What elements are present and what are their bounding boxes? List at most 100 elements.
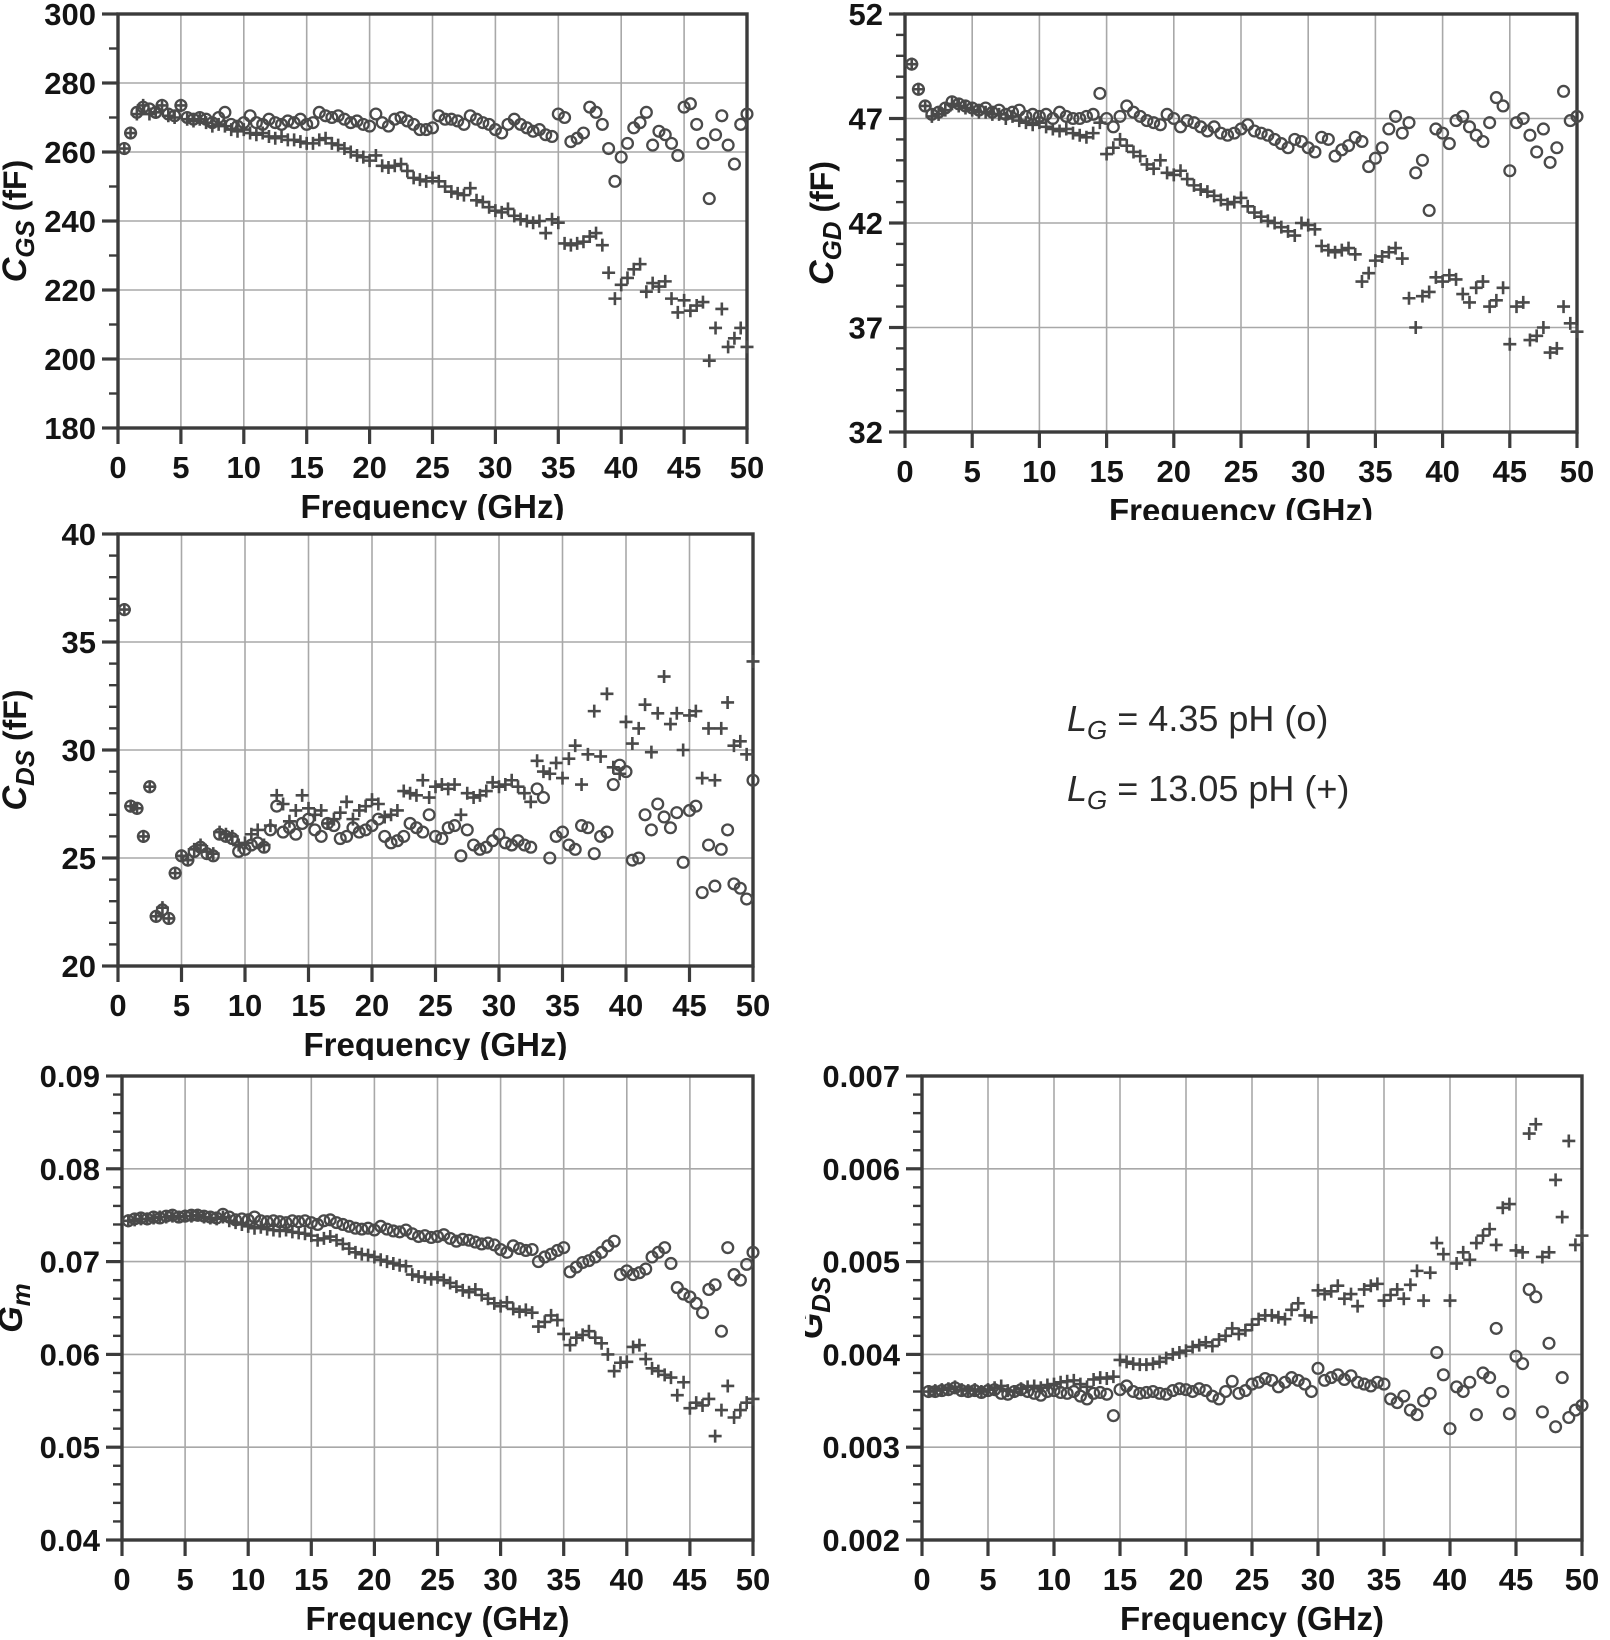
data-point-plus [229,1216,243,1230]
data-point-plus [1496,1201,1510,1215]
data-point-plus [532,214,546,228]
data-point-plus [1046,122,1060,136]
data-point-circle [1073,111,1087,126]
data-point-plus [1469,1236,1483,1250]
data-point-plus [1227,195,1241,209]
data-point-plus [620,271,634,285]
data-point-circle [1509,1349,1523,1363]
x-axis-title: Frequency (GHz) [1109,492,1373,520]
x-axis-title: Frequency (GHz) [305,1600,569,1637]
data-point-circle [696,136,710,150]
data-point-plus [958,101,972,115]
data-point-circle [416,825,430,839]
y-tick-label: 0.08 [40,1152,100,1187]
x-tick-label: 0 [913,1562,930,1597]
data-point-plus [431,1270,444,1284]
data-point-plus [517,786,531,800]
x-tick-label: 45 [1493,454,1527,489]
data-point-circle [1522,1282,1536,1296]
data-point-plus [558,236,572,250]
data-point-plus [1570,325,1584,339]
data-point-plus [501,202,515,216]
data-point-plus [1463,1253,1477,1267]
data-point-plus [238,836,252,850]
data-point-plus [1187,178,1201,192]
y-tick-label: 0.002 [822,1523,900,1558]
data-point-plus [702,1392,716,1406]
data-point-plus [569,1331,583,1345]
data-point-plus [181,853,195,867]
x-tick-label: 5 [172,450,189,485]
data-point-plus [657,670,671,684]
data-point-circle [1281,141,1295,155]
data-point-plus [1167,168,1181,182]
data-point-circle [1093,1385,1107,1399]
data-point-plus [124,799,138,813]
data-point-circle [651,797,665,811]
chart-background [805,0,1610,520]
x-tick-label: 5 [979,1562,996,1597]
data-point-plus [403,786,417,800]
data-point-circle [397,829,411,843]
data-point-plus [721,340,735,354]
data-point-circle [746,1245,760,1259]
data-point-plus [314,803,328,817]
data-point-plus [210,1212,224,1226]
data-point-plus [456,1283,470,1297]
data-point-circle [545,129,559,144]
data-point-plus [1214,193,1228,207]
data-point-circle [727,157,741,171]
data-point-circle [1555,1371,1569,1385]
data-point-plus [1449,272,1463,286]
data-point-plus [715,302,729,316]
data-point-circle [632,851,646,865]
data-point-plus [1389,241,1403,255]
data-point-circle [1186,1384,1200,1399]
data-point-plus [562,752,576,766]
x-tick-label: 50 [736,988,770,1023]
y-tick-label: 180 [44,411,96,446]
data-point-circle [1205,1389,1219,1403]
data-point-circle [1351,1375,1365,1389]
data-point-circle [677,100,691,114]
data-point-plus [945,97,959,111]
y-tick-label: 47 [849,102,883,137]
data-point-circle [1357,1377,1371,1391]
data-point-plus [1079,130,1093,144]
x-tick-label: 20 [355,988,389,1023]
data-point-circle [344,116,358,130]
x-tick-label: 45 [673,1562,707,1597]
data-point-plus [1357,1282,1371,1296]
data-point-circle [721,1241,735,1255]
data-point-plus [374,1253,388,1267]
data-point-plus [1059,122,1073,136]
x-tick-label: 0 [109,450,126,485]
data-point-circle [475,1237,489,1251]
data-point-plus [708,773,722,787]
data-point-plus [1205,1339,1219,1353]
data-point-plus [191,1208,205,1222]
data-point-circle [1375,141,1389,155]
data-point-circle [1409,166,1423,180]
y-tick-label: 300 [44,0,96,32]
data-point-circle [721,823,735,837]
data-point-plus [1516,295,1530,309]
data-point-plus [1450,1256,1464,1270]
data-point-circle [388,112,402,126]
data-point-plus [1550,341,1564,355]
data-point-circle [1288,132,1302,146]
data-point-circle [536,790,550,805]
data-point-plus [625,737,639,751]
data-point-plus [645,1361,659,1375]
data-point-circle [1265,1373,1279,1387]
data-point-circle [400,114,414,128]
data-point-plus [1291,1296,1305,1310]
data-point-circle [1384,1392,1398,1406]
data-point-plus [400,164,414,178]
data-point-circle [589,105,603,119]
x-tick-label: 20 [357,1562,391,1597]
data-point-circle [1106,120,1120,134]
data-point-circle [539,128,553,142]
data-point-circle [1166,1384,1180,1398]
